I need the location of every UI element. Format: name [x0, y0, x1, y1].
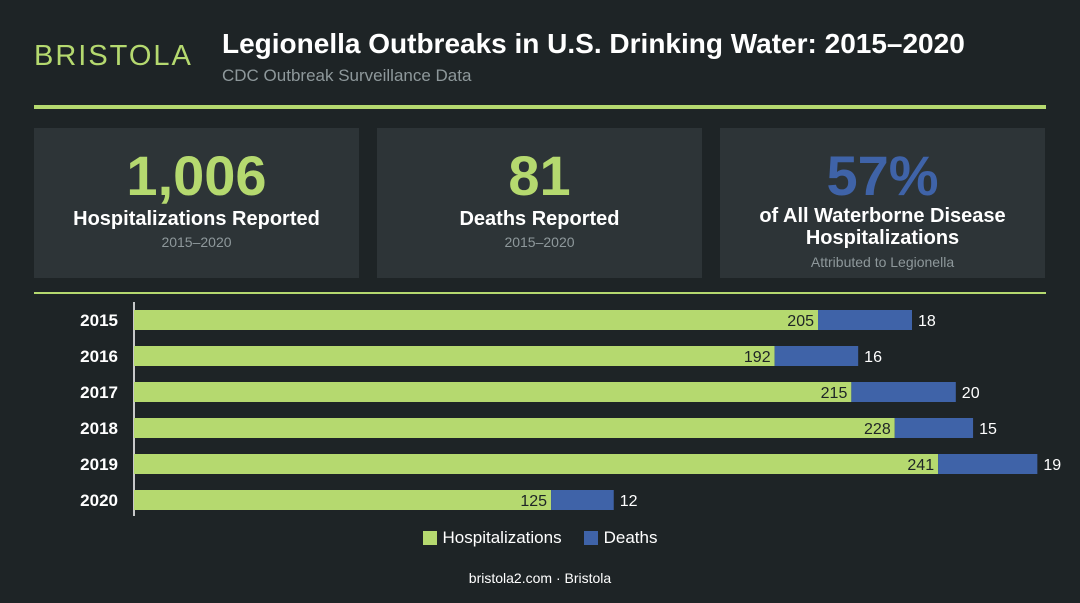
- stat-card-share: 57% of All Waterborne Disease Hospitaliz…: [720, 128, 1045, 278]
- category-label: 2020: [80, 491, 118, 510]
- category-label: 2016: [80, 347, 118, 366]
- bar-deaths: [774, 346, 859, 366]
- bar-hospitalizations: [134, 346, 775, 366]
- legend-item-deaths: Deaths: [583, 528, 658, 548]
- bar-hospitalizations: [134, 490, 552, 510]
- bar-hospitalizations: [134, 454, 939, 474]
- data-label-hospitalizations: 205: [787, 313, 814, 330]
- category-label: 2019: [80, 455, 118, 474]
- data-label-deaths: 20: [962, 385, 980, 402]
- legend-swatch-hospitalizations: [422, 531, 437, 545]
- bar-deaths: [938, 454, 1038, 474]
- bar-hospitalizations: [134, 382, 852, 402]
- bar-deaths: [551, 490, 614, 510]
- stat-card-hospitalizations: 1,006 Hospitalizations Reported 2015–202…: [34, 128, 359, 278]
- stat-note: 2015–2020: [161, 234, 232, 250]
- data-label-deaths: 12: [620, 493, 638, 510]
- legend-label: Deaths: [603, 528, 658, 547]
- stat-value: 57%: [826, 144, 939, 207]
- legend-label: Hospitalizations: [442, 528, 562, 547]
- data-label-hospitalizations: 192: [744, 349, 771, 366]
- data-label-hospitalizations: 215: [821, 385, 848, 402]
- stat-label-line2: Hospitalizations: [805, 227, 960, 249]
- category-label: 2017: [80, 383, 118, 402]
- brand-logo: BRISTOLA: [34, 40, 193, 72]
- stat-label: Deaths Reported: [459, 208, 620, 230]
- footer-credit: bristola2.com · Bristola: [468, 570, 612, 586]
- stat-label: Hospitalizations Reported: [73, 208, 320, 230]
- chart-divider: [34, 292, 1046, 294]
- data-label-deaths: 16: [864, 349, 882, 366]
- stat-note: Attributed to Legionella: [810, 254, 955, 270]
- header-divider: [34, 105, 1046, 109]
- data-label-hospitalizations: 228: [864, 421, 891, 438]
- page-title: Legionella Outbreaks in U.S. Drinking Wa…: [222, 28, 965, 59]
- page-subtitle: CDC Outbreak Surveillance Data: [222, 66, 472, 85]
- stat-label-line1: of All Waterborne Disease: [759, 205, 1006, 227]
- data-label-hospitalizations: 125: [520, 493, 547, 510]
- bar-deaths: [894, 418, 974, 438]
- data-label-hospitalizations: 241: [907, 457, 934, 474]
- bar-hospitalizations: [134, 418, 895, 438]
- data-label-deaths: 15: [979, 421, 997, 438]
- stat-value: 81: [508, 144, 571, 207]
- stat-note: 2015–2020: [504, 234, 575, 250]
- data-label-deaths: 19: [1043, 457, 1061, 474]
- legend-item-hospitalizations: Hospitalizations: [422, 528, 562, 548]
- data-label-deaths: 18: [918, 313, 936, 330]
- stat-value: 1,006: [126, 144, 267, 207]
- bar-deaths: [818, 310, 912, 330]
- bar-hospitalizations: [134, 310, 818, 330]
- legend-swatch-deaths: [583, 531, 598, 545]
- stat-card-deaths: 81 Deaths Reported 2015–2020: [377, 128, 702, 278]
- chart-legend: Hospitalizations Deaths: [0, 528, 1080, 548]
- category-label: 2015: [80, 311, 118, 330]
- category-label: 2018: [80, 419, 118, 438]
- stacked-bar-chart: 2015 205 18 2016 192 16 2017 215 20 2018 228 15 2019…: [80, 302, 1061, 516]
- bar-deaths: [851, 382, 956, 402]
